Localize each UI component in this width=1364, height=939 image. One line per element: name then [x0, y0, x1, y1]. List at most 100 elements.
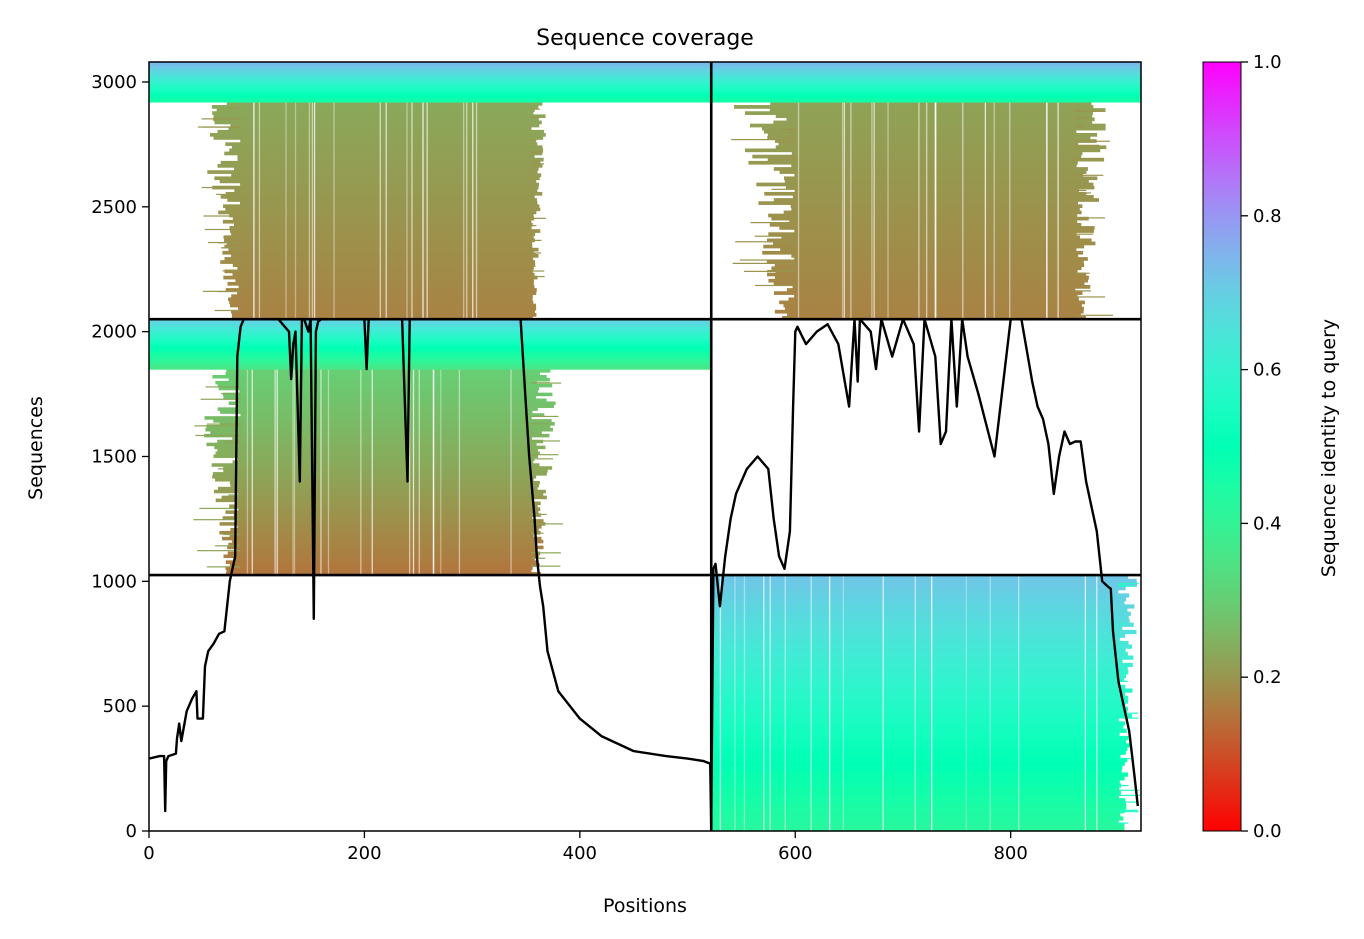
fringe-sequence	[793, 289, 796, 291]
sequence-strip	[785, 185, 1095, 190]
sequence-strip	[217, 407, 538, 411]
msa-blocks	[149, 62, 1141, 831]
gap-streak	[418, 369, 420, 576]
sequence-strip	[784, 306, 1084, 311]
query-band-strip	[149, 344, 712, 349]
gap-streak	[984, 101, 987, 320]
fringe-sequence	[223, 533, 241, 536]
sequence-strip	[711, 790, 1121, 796]
msa-block-chainA-block3	[149, 62, 712, 320]
sequence-strip	[231, 254, 539, 258]
gap-streak	[1009, 101, 1011, 320]
sequence-strip	[219, 522, 546, 526]
sequence-strip	[217, 448, 538, 453]
fringe-sequence	[1118, 669, 1124, 671]
axes-frame	[148, 61, 1142, 832]
fringe-sequence	[531, 150, 543, 152]
fringe-sequence	[531, 440, 560, 442]
gap-streak	[432, 369, 435, 576]
sequence-strip	[206, 442, 537, 447]
query-band-strip	[149, 351, 712, 356]
fringe-sequence	[780, 128, 796, 130]
fringe-sequence	[220, 247, 241, 249]
gap-streak	[246, 369, 249, 576]
gap-streak	[719, 575, 722, 831]
sequence-strip	[213, 117, 539, 122]
fringe-sequence	[216, 193, 241, 196]
gap-streak	[472, 101, 474, 320]
sequence-strip	[230, 229, 541, 233]
sequence-strip	[240, 139, 536, 143]
fringe-sequence	[767, 269, 796, 272]
sequence-strip	[220, 260, 536, 264]
sequence-strip	[213, 114, 546, 119]
fringe-sequence	[238, 401, 241, 403]
sequence-strip	[219, 530, 541, 535]
fringe-sequence	[1075, 272, 1090, 274]
fringe-sequence	[1075, 296, 1106, 298]
sequence-strip	[228, 377, 550, 382]
query-band-strip	[149, 76, 712, 80]
fringe-sequence	[1118, 712, 1139, 714]
sequence-strip	[781, 235, 1080, 240]
sequence-strip	[221, 495, 547, 500]
sequence-strip	[214, 120, 542, 125]
sequence-strip	[215, 451, 540, 456]
query-band-strip	[149, 99, 712, 103]
sequence-strip	[237, 457, 535, 461]
fringe-sequence	[531, 275, 545, 278]
sequence-strip	[767, 136, 1091, 140]
sequence-strip	[786, 117, 1095, 122]
fringe-sequence	[206, 423, 241, 425]
gap-streak	[293, 369, 296, 576]
fringe-sequence	[203, 215, 241, 217]
query-band-strip	[149, 96, 712, 100]
sequence-strip	[228, 542, 537, 547]
fringe-sequence	[531, 160, 540, 162]
sequence-strip	[223, 554, 539, 559]
sequence-strip	[764, 191, 1087, 196]
sequence-strip	[711, 721, 1126, 726]
y-axis-label: Sequences	[25, 396, 47, 500]
sequence-strip	[711, 827, 1125, 831]
sequence-strip	[767, 132, 1098, 137]
sequence-strip	[233, 513, 541, 517]
sequence-strip	[239, 389, 539, 394]
fringe-sequence	[205, 386, 241, 388]
gap-streak	[828, 575, 831, 831]
gap-streak	[274, 369, 276, 576]
fringe-sequence	[228, 494, 241, 496]
sequence-strip	[226, 369, 551, 373]
query-band-strip	[711, 84, 1141, 89]
fringe-sequence	[218, 468, 241, 470]
sequence-strip	[711, 805, 1127, 810]
gap-streak	[251, 369, 253, 576]
sequence-strip	[233, 222, 533, 227]
sequence-strip	[220, 195, 535, 199]
fringe-sequence	[227, 477, 241, 479]
fringe-sequence	[531, 532, 544, 534]
fringe-sequence	[1118, 584, 1127, 586]
gap-streak	[320, 369, 322, 576]
x-axis-ticks: 0 200 400 600 800	[143, 831, 1028, 864]
sequence-strip	[711, 761, 1125, 766]
sequence-strip	[211, 463, 540, 467]
sequence-strip	[231, 539, 544, 544]
gap-streak	[873, 101, 875, 320]
fringe-sequence	[223, 442, 241, 444]
sequence-strip	[790, 204, 1083, 209]
fringe-sequence	[531, 270, 545, 272]
fringe-sequence	[531, 108, 540, 110]
fringe-sequence	[1118, 757, 1134, 760]
sequence-strip	[756, 182, 1094, 187]
sequence-strip	[213, 454, 539, 458]
gap-streak	[930, 575, 933, 831]
sequence-strip	[711, 644, 1133, 649]
sequence-strip	[783, 176, 1098, 181]
sequence-strip	[711, 768, 1122, 774]
fringe-sequence	[531, 454, 537, 457]
fringe-sequence	[1075, 144, 1100, 146]
fringe-sequence	[531, 183, 533, 185]
chart-title: Sequence coverage	[536, 26, 754, 51]
